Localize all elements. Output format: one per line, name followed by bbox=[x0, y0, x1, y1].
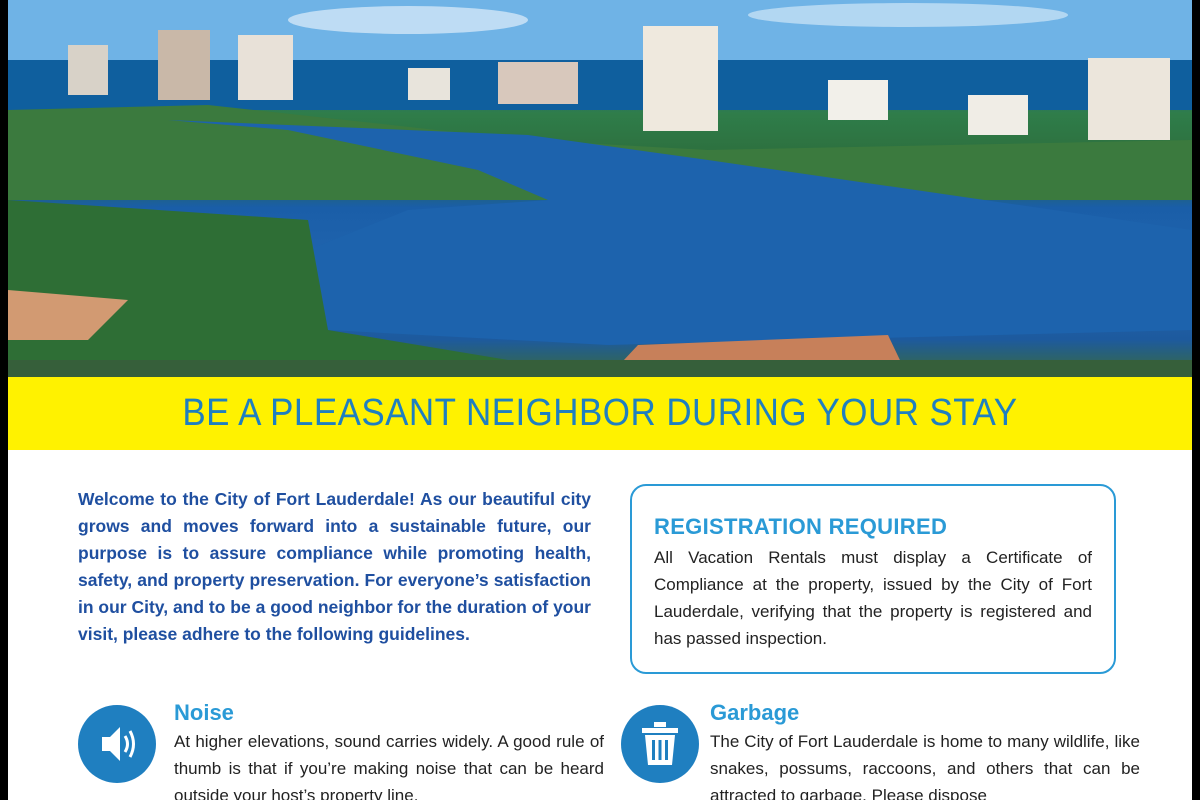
garbage-text: The City of Fort Lauderdale is home to m… bbox=[710, 732, 1140, 800]
registration-title: REGISTRATION REQUIRED bbox=[654, 514, 948, 539]
trash-can-icon bbox=[621, 705, 699, 783]
noise-text: At higher elevations, sound carries wide… bbox=[174, 732, 604, 800]
flyer-page: BE A PLEASANT NEIGHBOR DURING YOUR STAY … bbox=[8, 0, 1192, 800]
registration-text: All Vacation Rentals must display a Cert… bbox=[654, 548, 1092, 648]
welcome-paragraph: Welcome to the City of Fort Lauderdale! … bbox=[78, 489, 591, 644]
photo-illustration bbox=[8, 0, 1192, 377]
garbage-title: Garbage bbox=[710, 700, 800, 725]
fort-lauderdale-aerial-photo bbox=[8, 0, 1192, 377]
headline-banner: BE A PLEASANT NEIGHBOR DURING YOUR STAY bbox=[8, 377, 1192, 450]
noise-title: Noise bbox=[174, 700, 234, 725]
headline: BE A PLEASANT NEIGHBOR DURING YOUR STAY bbox=[182, 392, 1018, 434]
noise-section: Noise At higher elevations, sound carrie… bbox=[174, 700, 604, 800]
speaker-icon bbox=[78, 705, 156, 783]
registration-box: REGISTRATION REQUIRED All Vacation Renta… bbox=[630, 484, 1116, 674]
garbage-section: Garbage The City of Fort Lauderdale is h… bbox=[710, 700, 1140, 800]
